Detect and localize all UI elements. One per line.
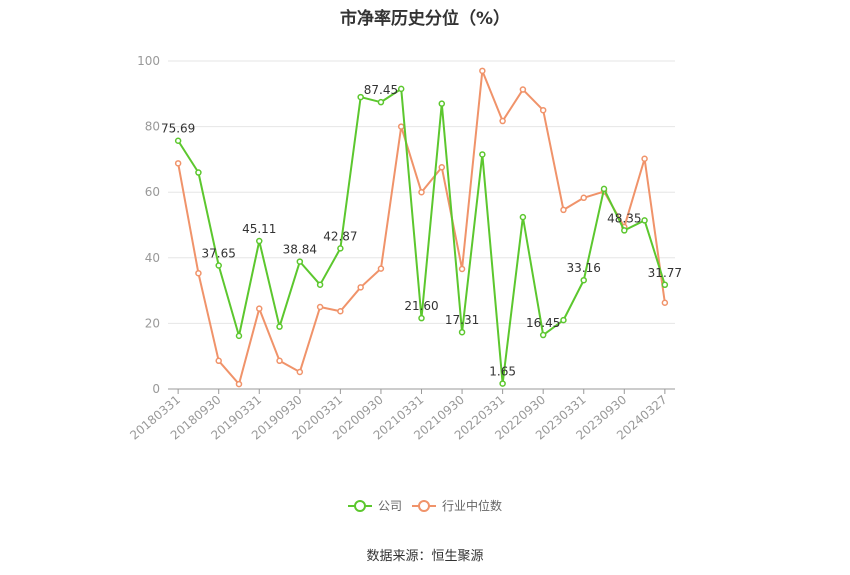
series-point-0 [174, 137, 182, 144]
data-label: 1.65 [489, 365, 516, 379]
series-point-1 [174, 160, 182, 167]
series-point-0 [621, 227, 628, 234]
data-labels: 75.69 37.65 45.11 38.84 42.87 87.45 21.60 17.31… [161, 83, 682, 378]
series-point-1 [438, 164, 446, 171]
y-tick-label: 60 [145, 185, 160, 199]
series-point-0 [499, 380, 506, 387]
series-point-1 [661, 299, 669, 306]
data-label: 75.69 [161, 122, 195, 136]
series-point-0 [377, 98, 385, 106]
series-point-0 [479, 151, 486, 158]
series-point-1 [357, 284, 364, 291]
series-point-0 [296, 258, 304, 265]
series-point-0 [560, 316, 567, 324]
series-point-1 [256, 305, 263, 312]
series-point-0 [661, 281, 669, 289]
data-label: 45.11 [242, 222, 276, 236]
y-tick-label: 20 [145, 316, 160, 330]
series-point-0 [256, 237, 263, 245]
series-lines [174, 67, 669, 388]
data-label: 31.77 [648, 266, 682, 280]
series-point-1 [316, 303, 324, 311]
data-label: 21.60 [404, 299, 438, 313]
series-point-0 [276, 323, 283, 330]
y-tick-label: 80 [145, 120, 160, 134]
series-point-1 [215, 357, 222, 365]
series-point-0 [397, 85, 405, 93]
series-point-1 [641, 155, 648, 162]
series-point-1 [580, 194, 587, 202]
series-point-0 [357, 93, 364, 101]
series-point-1 [195, 269, 202, 277]
chart-title: 市净率历史分位（%） [339, 9, 511, 29]
series-point-1 [519, 86, 527, 93]
series-point-0 [316, 281, 324, 288]
series-point-0 [641, 217, 648, 224]
source-note: 数据来源：恒生聚源 [366, 549, 484, 564]
series-point-1 [296, 368, 304, 376]
series-point-1 [539, 106, 547, 114]
series-point-0 [600, 185, 608, 193]
series-point-0 [235, 332, 243, 340]
data-label: 37.65 [202, 247, 236, 261]
series-point-0 [539, 331, 547, 339]
series-point-1 [276, 357, 283, 365]
legend-marker-1 [418, 500, 430, 512]
series-point-0 [418, 314, 425, 322]
series-point-0 [438, 100, 446, 107]
y-tick-label: 40 [145, 251, 160, 265]
data-label: 33.16 [567, 261, 601, 275]
y-tick-label: 0 [152, 382, 160, 396]
series-point-1 [337, 308, 344, 315]
series-point-1 [235, 380, 243, 388]
series-point-0 [458, 328, 466, 336]
data-label: 38.84 [283, 243, 317, 257]
data-label: 17.31 [445, 313, 479, 327]
series-point-0 [195, 169, 202, 176]
data-label: 16.45 [526, 316, 560, 330]
legend: 公司 行业中位数 [348, 498, 502, 513]
data-label: 48.35 [607, 211, 641, 225]
series-point-1 [377, 265, 385, 272]
series-point-1 [499, 117, 506, 125]
series-point-0 [519, 213, 527, 221]
data-label: 87.45 [364, 83, 398, 97]
series-point-0 [215, 262, 222, 269]
series-point-1 [418, 188, 425, 196]
legend-label-1: 行业中位数 [442, 498, 502, 513]
legend-marker-0 [354, 500, 366, 512]
series-point-1 [397, 123, 405, 130]
y-tick-label: 100 [137, 54, 160, 68]
data-label: 42.87 [323, 229, 357, 243]
series-point-1 [479, 67, 486, 75]
legend-label-0: 公司 [378, 499, 402, 513]
series-point-0 [580, 276, 587, 284]
series-point-0 [337, 245, 344, 252]
series-point-1 [560, 206, 567, 214]
series-point-1 [458, 265, 466, 273]
